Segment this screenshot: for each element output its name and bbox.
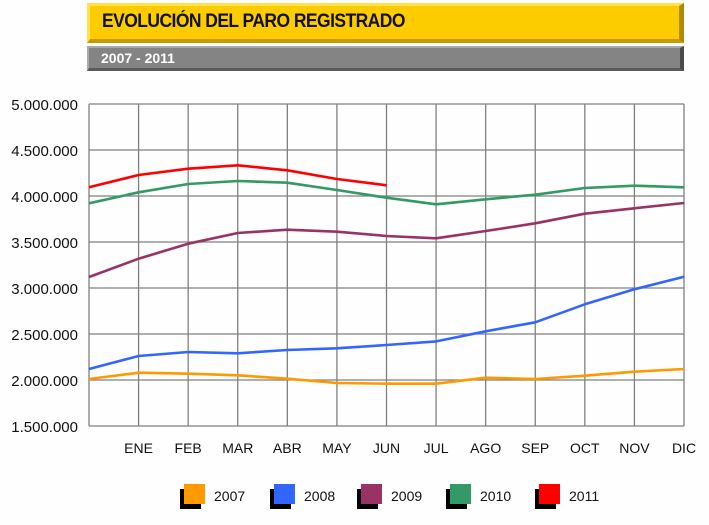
legend-swatch-2007	[184, 484, 205, 504]
legend-label: 2008	[304, 488, 336, 504]
legend-swatch-2009	[361, 484, 382, 504]
series-line-2010	[88, 179, 685, 206]
x-tick-label: JUN	[373, 440, 400, 456]
x-tick-label: JUL	[424, 440, 449, 456]
legend-swatch-2010	[450, 484, 471, 504]
y-tick-label: 4.500.000	[11, 143, 78, 160]
x-tick-label: DIC	[672, 440, 696, 456]
x-tick-label: NOV	[619, 440, 650, 456]
x-tick-label: MAR	[222, 440, 253, 456]
y-tick-label: 4.000.000	[11, 189, 78, 206]
title-banner: EVOLUCIÓN DEL PARO REGISTRADO	[87, 3, 684, 43]
legend-label: 2011	[569, 488, 600, 504]
x-axis-labels: ENE FEB MAR ABR MAY JUN JUL AGO SEP OCT NOV DIC	[124, 440, 696, 456]
legend-swatch-2008	[274, 484, 295, 504]
subtitle-banner: 2007 - 2011	[87, 46, 684, 71]
legend-label: 2009	[391, 488, 423, 504]
line-chart: 5.000.000 4.500.000 4.000.000 3.500.000 3.00…	[11, 97, 696, 456]
y-tick-label: 2.500.000	[11, 327, 78, 344]
x-tick-label: SEP	[521, 440, 549, 456]
chart-series	[88, 164, 685, 386]
chart-subtitle: 2007 - 2011	[101, 50, 175, 66]
chart-grid	[88, 103, 685, 427]
x-tick-label: AGO	[470, 440, 501, 456]
y-tick-label: 3.500.000	[11, 235, 78, 252]
series-line-2011	[88, 164, 387, 189]
y-tick-label: 2.000.000	[11, 373, 78, 390]
y-axis-labels: 5.000.000 4.500.000 4.000.000 3.500.000 3.00…	[11, 97, 78, 436]
y-tick-label: 5.000.000	[11, 97, 78, 114]
x-tick-label: OCT	[570, 440, 600, 456]
legend-swatch-2011	[539, 484, 560, 504]
series-line-2008	[88, 275, 685, 371]
series-line-2009	[88, 201, 685, 279]
y-tick-label: 3.000.000	[11, 281, 78, 298]
y-tick-label: 1.500.000	[11, 419, 78, 436]
x-tick-label: FEB	[175, 440, 202, 456]
x-tick-label: ENE	[124, 440, 153, 456]
x-tick-label: MAY	[322, 440, 352, 456]
legend-label: 2007	[214, 488, 246, 504]
x-tick-label: ABR	[273, 440, 302, 456]
series-line-2007	[88, 367, 685, 386]
legend-label: 2010	[480, 488, 512, 504]
chart-title: EVOLUCIÓN DEL PARO REGISTRADO	[102, 11, 405, 32]
